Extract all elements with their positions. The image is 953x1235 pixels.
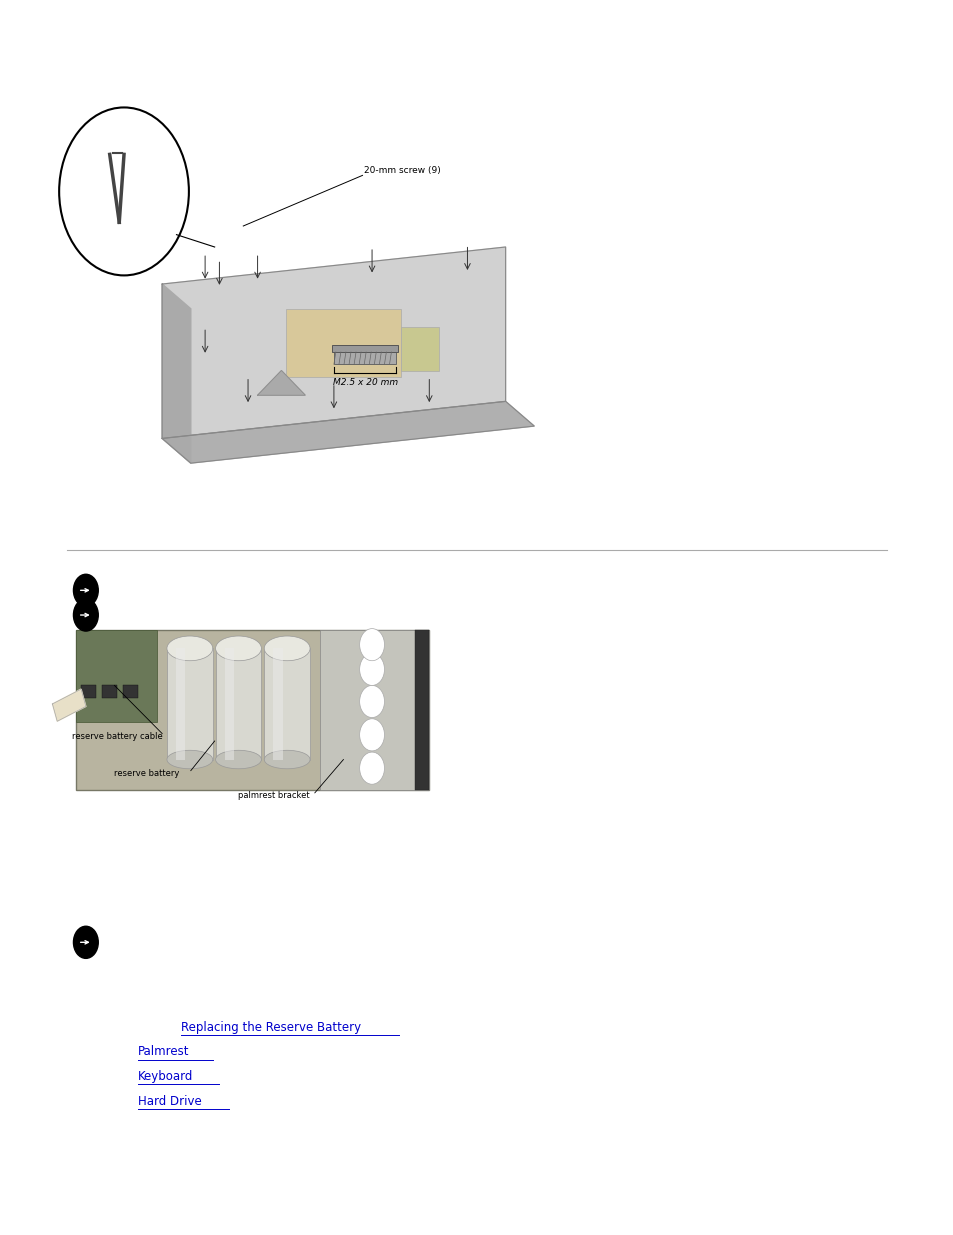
Bar [225, 648, 233, 760]
Circle shape [73, 574, 98, 606]
Bar [415, 630, 429, 790]
Text: Hard Drive: Hard Drive [138, 1094, 202, 1108]
Bar [400, 327, 438, 370]
Polygon shape [91, 204, 167, 247]
Circle shape [359, 629, 384, 661]
Circle shape [359, 685, 384, 718]
Bar [215, 648, 261, 760]
Polygon shape [162, 247, 505, 438]
Polygon shape [52, 689, 86, 721]
Text: Keyboard: Keyboard [138, 1070, 193, 1083]
Bar [334, 352, 395, 364]
Polygon shape [162, 284, 191, 463]
Bar [332, 345, 397, 352]
Bar [76, 630, 157, 722]
Ellipse shape [215, 750, 261, 768]
Text: Palmrest: Palmrest [138, 1045, 190, 1058]
Polygon shape [257, 370, 305, 395]
Text: reserve battery cable: reserve battery cable [71, 732, 162, 741]
Ellipse shape [215, 636, 261, 661]
Circle shape [59, 107, 189, 275]
Bar [264, 648, 310, 760]
Ellipse shape [264, 750, 310, 768]
Bar [76, 630, 429, 790]
Circle shape [359, 653, 384, 685]
Circle shape [73, 599, 98, 631]
Text: Replacing the Reserve Battery: Replacing the Reserve Battery [181, 1020, 361, 1034]
Bar [176, 648, 185, 760]
Text: reserve battery: reserve battery [114, 769, 180, 778]
Polygon shape [162, 401, 534, 463]
Bar [319, 630, 429, 790]
Bar [286, 309, 400, 377]
Ellipse shape [167, 636, 213, 661]
Bar [274, 648, 282, 760]
Ellipse shape [167, 750, 213, 768]
Circle shape [73, 926, 98, 958]
Circle shape [359, 752, 384, 784]
Text: palmrest bracket: palmrest bracket [238, 792, 310, 800]
Text: 20-mm screw (9): 20-mm screw (9) [364, 167, 440, 175]
Bar [81, 685, 96, 698]
Text: M2.5 x 20 mm: M2.5 x 20 mm [333, 378, 397, 387]
Circle shape [359, 719, 384, 751]
Bar [102, 685, 117, 698]
Bar [167, 648, 213, 760]
Ellipse shape [264, 636, 310, 661]
Bar [123, 685, 138, 698]
